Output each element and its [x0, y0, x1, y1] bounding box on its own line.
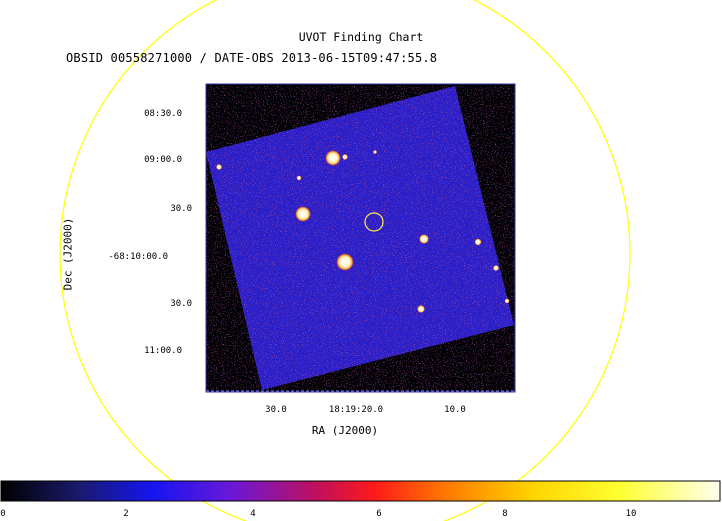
ra-tick-label: 18:19:20.0 [328, 405, 384, 415]
source [216, 164, 222, 170]
source [295, 206, 311, 222]
uvot-image [206, 86, 514, 390]
dec-tick-label: 08:30.0 [144, 109, 182, 119]
colorbar-tick-label: 2 [123, 509, 129, 519]
field-of-view-circle [59, 0, 631, 521]
chart-title: UVOT Finding Chart [298, 30, 424, 44]
source [336, 253, 354, 271]
dec-tick-label: 30.0 [170, 299, 192, 309]
source [493, 265, 499, 271]
dec-tick-label: 30.0 [170, 204, 192, 214]
ra-axis-label: RA (J2000) [311, 424, 379, 437]
chart-subtitle: OBSID 00558271000 / DATE-OBS 2013-06-15T… [66, 51, 438, 65]
colorbar-tick-label: 6 [376, 509, 382, 519]
dec-axis-label: Dec (J2000) [61, 217, 75, 291]
source [325, 150, 341, 166]
dec-tick-label: 09:00.0 [144, 155, 182, 165]
colorbar-tick-label: 8 [502, 509, 508, 519]
dec-tick-label: -68:10:00.0 [108, 252, 168, 262]
colorbar [0, 480, 721, 502]
source [373, 150, 377, 154]
dec-tick-label: 11:00.0 [144, 346, 182, 356]
target-circle [364, 212, 384, 232]
source [296, 175, 302, 181]
ra-tick-label: 30.0 [265, 405, 287, 415]
source [417, 305, 425, 313]
colorbar-tick-label: 4 [250, 509, 256, 519]
source [419, 234, 429, 244]
ra-tick-label: 10.0 [444, 405, 466, 415]
source [474, 238, 482, 246]
source [342, 154, 348, 160]
sources [216, 150, 510, 313]
source [504, 298, 510, 304]
colorbar-tick-label: 0 [0, 509, 6, 519]
colorbar-tick-label: 10 [625, 509, 637, 519]
frame-border [205, 83, 516, 393]
